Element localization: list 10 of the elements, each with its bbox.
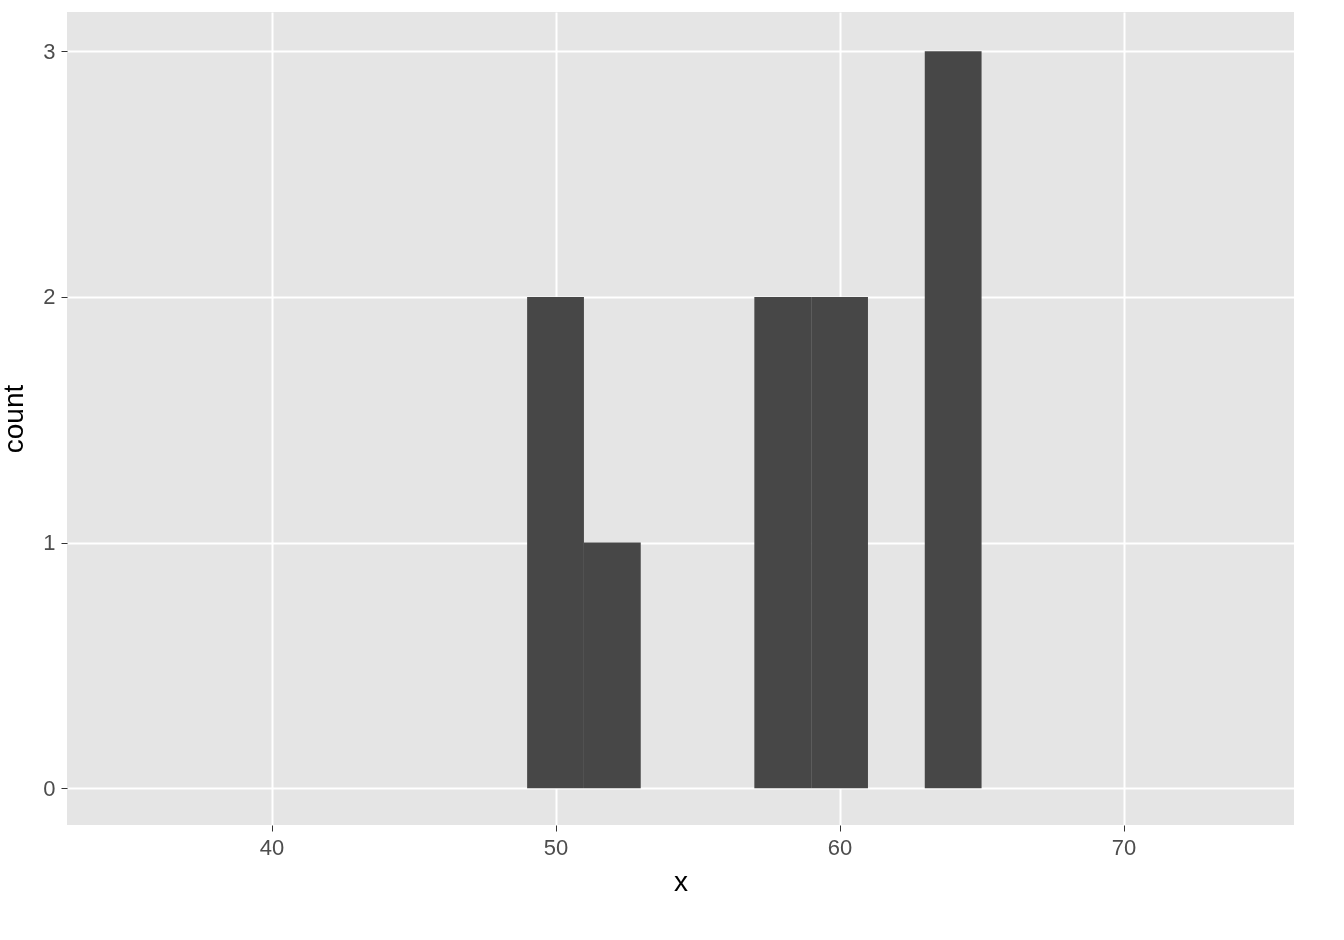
y-tick-label: 3 [43, 38, 56, 64]
y-tick-label: 2 [43, 284, 56, 310]
x-axis-title: x [674, 865, 688, 897]
x-tick-label: 60 [827, 834, 853, 860]
x-tick-label: 70 [1111, 834, 1137, 860]
y-axis-title: count [0, 384, 30, 454]
y-tick-label: 0 [43, 775, 56, 801]
x-tick-label: 50 [543, 834, 569, 860]
x-tick-label: 40 [259, 834, 285, 860]
y-tick-label: 1 [43, 530, 56, 556]
